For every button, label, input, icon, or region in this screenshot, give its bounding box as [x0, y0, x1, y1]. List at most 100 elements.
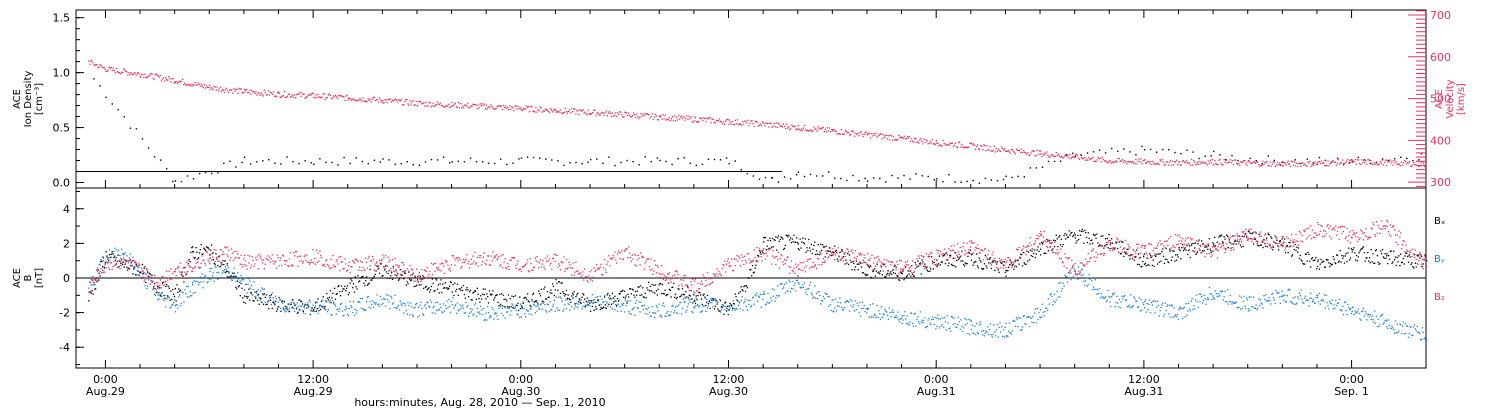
data-point — [427, 105, 428, 106]
data-point — [1352, 251, 1353, 252]
data-point — [326, 293, 327, 294]
data-point — [1098, 157, 1099, 158]
data-point — [937, 143, 938, 144]
data-point — [450, 312, 451, 313]
data-point — [482, 103, 483, 104]
data-point — [787, 128, 788, 129]
data-point — [327, 298, 328, 299]
data-point — [375, 270, 376, 271]
data-point — [410, 303, 411, 304]
data-point — [1333, 256, 1334, 257]
data-point — [582, 293, 583, 294]
data-point — [773, 125, 774, 126]
data-point — [314, 97, 315, 98]
data-point — [928, 176, 929, 177]
data-point — [228, 272, 229, 273]
data-point — [193, 293, 194, 294]
data-point — [191, 86, 192, 87]
data-point — [123, 257, 124, 258]
data-point — [423, 102, 424, 103]
data-point — [413, 100, 414, 101]
data-point — [217, 261, 218, 262]
data-point — [731, 123, 732, 124]
data-point — [106, 262, 107, 263]
data-point — [646, 309, 647, 310]
data-point — [957, 256, 958, 257]
data-point — [1335, 162, 1336, 163]
data-point — [562, 282, 563, 283]
data-point — [811, 293, 812, 294]
data-point — [202, 273, 203, 274]
data-point — [1166, 310, 1167, 311]
data-point — [188, 263, 189, 264]
data-point — [629, 115, 630, 116]
data-point — [379, 97, 380, 98]
data-point — [508, 109, 509, 110]
data-point — [1018, 264, 1019, 265]
data-point — [812, 249, 813, 250]
data-point — [1170, 316, 1171, 317]
data-point — [1119, 299, 1120, 300]
data-point — [240, 264, 241, 265]
data-point — [757, 300, 758, 301]
data-point — [1352, 311, 1353, 312]
data-point — [745, 121, 746, 122]
data-point — [904, 136, 905, 137]
data-point — [709, 300, 710, 301]
data-point — [765, 237, 766, 238]
data-point — [114, 256, 115, 257]
data-point — [529, 301, 530, 302]
data-point — [227, 271, 228, 272]
data-point — [820, 303, 821, 304]
data-point — [448, 104, 449, 105]
data-point — [390, 98, 391, 99]
data-point — [261, 259, 262, 260]
data-point — [275, 301, 276, 302]
data-point — [905, 318, 906, 319]
data-point — [697, 304, 698, 305]
data-point — [620, 112, 621, 113]
data-point — [1212, 295, 1213, 296]
data-point — [1378, 319, 1379, 320]
data-point — [171, 278, 172, 279]
data-point — [1031, 322, 1032, 323]
data-point — [920, 262, 921, 263]
data-point — [598, 300, 599, 301]
data-point — [472, 309, 473, 310]
data-point — [699, 305, 700, 306]
data-point — [971, 143, 972, 144]
data-point — [425, 102, 426, 103]
data-point — [244, 277, 245, 278]
data-point — [857, 303, 858, 304]
data-point — [1235, 159, 1236, 160]
data-point — [407, 283, 408, 284]
data-point — [334, 304, 335, 305]
data-point — [1412, 335, 1413, 336]
data-point — [1281, 296, 1282, 297]
data-point — [1245, 163, 1246, 164]
data-point — [443, 303, 444, 304]
data-point — [1159, 315, 1160, 316]
data-point — [94, 284, 95, 285]
data-point — [1094, 289, 1095, 290]
data-point — [1245, 308, 1246, 309]
data-point — [397, 306, 398, 307]
data-point — [1194, 162, 1195, 163]
data-point — [176, 304, 177, 305]
data-point — [701, 298, 702, 299]
data-point — [328, 299, 329, 300]
data-point — [150, 277, 151, 278]
data-point — [350, 301, 351, 302]
data-point — [729, 124, 730, 125]
data-point — [186, 286, 187, 287]
data-point — [1354, 161, 1355, 162]
data-point — [1240, 309, 1241, 310]
data-point — [1249, 160, 1250, 161]
data-point — [719, 299, 720, 300]
data-point — [1035, 257, 1036, 258]
data-point — [116, 257, 117, 258]
data-point — [1272, 293, 1273, 294]
data-point — [1174, 316, 1175, 317]
data-point — [1278, 292, 1279, 293]
data-point — [210, 254, 211, 255]
